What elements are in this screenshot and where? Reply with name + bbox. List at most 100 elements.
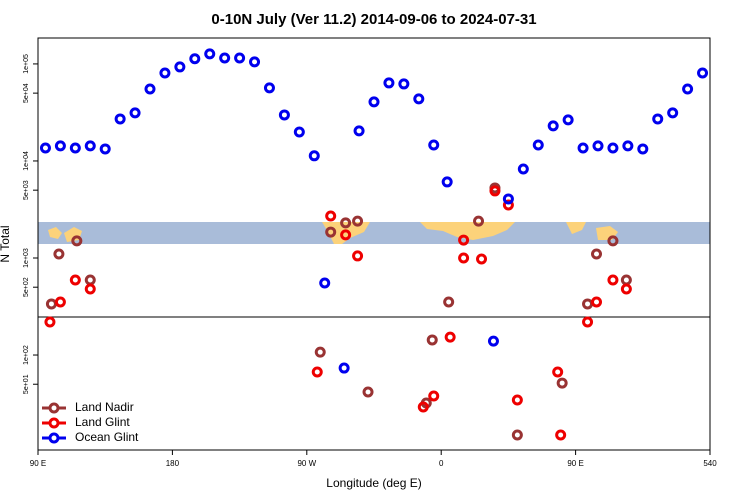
legend-label: Ocean Glint: [75, 430, 139, 444]
y-tick-label: 1e+05: [23, 54, 30, 74]
chart-title: 0-10N July (Ver 11.2) 2014-09-06 to 2024…: [211, 11, 536, 28]
x-tick-label: 90 E: [567, 459, 583, 468]
data-point: [652, 113, 664, 125]
data-point: [352, 250, 364, 262]
data-point: [144, 83, 156, 95]
data-point: [368, 96, 380, 108]
data-point: [54, 296, 66, 308]
x-tick-label: 90 W: [297, 459, 316, 468]
data-point: [473, 215, 485, 227]
x-tick-label: 180: [166, 459, 180, 468]
data-point: [249, 56, 261, 68]
data-point: [314, 346, 326, 358]
data-point: [319, 277, 331, 289]
data-point: [682, 83, 694, 95]
data-point: [487, 335, 499, 347]
data-point: [426, 334, 438, 346]
data-point: [398, 78, 410, 90]
data-point: [556, 377, 568, 389]
data-point: [428, 390, 440, 402]
data-point: [293, 126, 305, 138]
data-point: [458, 252, 470, 264]
data-point: [44, 316, 56, 328]
data-point: [39, 142, 51, 154]
data-point: [511, 429, 523, 441]
data-point: [174, 61, 186, 73]
data-point: [99, 143, 111, 155]
data-point: [637, 143, 649, 155]
data-point: [502, 193, 514, 205]
data-point: [489, 185, 501, 197]
data-point: [383, 77, 395, 89]
data-point: [234, 52, 246, 64]
land-shape: [420, 222, 515, 240]
data-point: [278, 109, 290, 121]
data-point: [189, 53, 201, 65]
data-point: [532, 139, 544, 151]
data-point: [511, 394, 523, 406]
data-point: [204, 48, 216, 60]
legend-label: Land Glint: [75, 415, 130, 429]
data-point: [69, 142, 81, 154]
data-point: [84, 140, 96, 152]
data-point: [340, 217, 352, 229]
x-axis-label: Longitude (deg E): [326, 476, 421, 490]
data-point: [338, 362, 350, 374]
data-point: [562, 114, 574, 126]
x-tick-label: 90 E: [30, 459, 46, 468]
y-tick-label: 5e+04: [23, 83, 30, 103]
y-tick-label: 1e+04: [23, 151, 30, 171]
data-point: [353, 125, 365, 137]
x-tick-label: 0: [439, 459, 444, 468]
land-shape: [566, 222, 618, 240]
y-tick-label: 1e+03: [23, 248, 30, 268]
land-shape: [322, 222, 370, 244]
data-point: [54, 140, 66, 152]
legend-marker: [48, 417, 60, 429]
legend-marker: [48, 402, 60, 414]
data-point: [620, 283, 632, 295]
data-point: [667, 107, 679, 119]
data-point: [591, 248, 603, 260]
plot-frame: [37, 37, 711, 451]
data-point: [428, 139, 440, 151]
data-point: [555, 429, 567, 441]
data-point: [502, 199, 514, 211]
data-point: [441, 176, 453, 188]
data-point: [458, 234, 470, 246]
legend-label: Land Nadir: [75, 400, 134, 414]
y-tick-label: 5e+03: [23, 180, 30, 200]
data-point: [129, 107, 141, 119]
data-point: [325, 226, 337, 238]
data-point: [69, 274, 81, 286]
legend-marker: [48, 432, 60, 444]
data-point: [308, 150, 320, 162]
data-point: [517, 163, 529, 175]
data-point: [592, 140, 604, 152]
data-point: [159, 67, 171, 79]
data-point: [607, 235, 619, 247]
data-point: [362, 386, 374, 398]
data-point: [417, 401, 429, 413]
data-point: [413, 93, 425, 105]
data-point: [219, 52, 231, 64]
data-point: [84, 283, 96, 295]
data-point: [622, 140, 634, 152]
y-axis-label: N Total: [0, 225, 12, 262]
data-point: [311, 366, 323, 378]
data-point: [607, 142, 619, 154]
y-tick-label: 5e+02: [23, 277, 30, 297]
ocean-band: [38, 222, 710, 244]
data-point: [697, 67, 709, 79]
data-point: [547, 120, 559, 132]
data-point: [444, 331, 456, 343]
data-point: [591, 296, 603, 308]
data-point: [325, 210, 337, 222]
data-point: [607, 274, 619, 286]
y-tick-label: 5e+01: [23, 374, 30, 394]
data-point: [114, 113, 126, 125]
data-point: [71, 235, 83, 247]
map-strip: [38, 222, 710, 244]
